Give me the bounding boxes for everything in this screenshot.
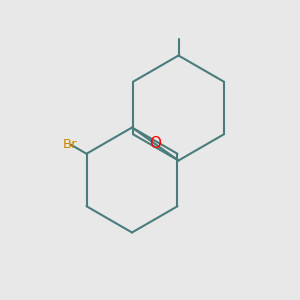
- Text: O: O: [149, 136, 161, 152]
- Text: Br: Br: [63, 138, 78, 151]
